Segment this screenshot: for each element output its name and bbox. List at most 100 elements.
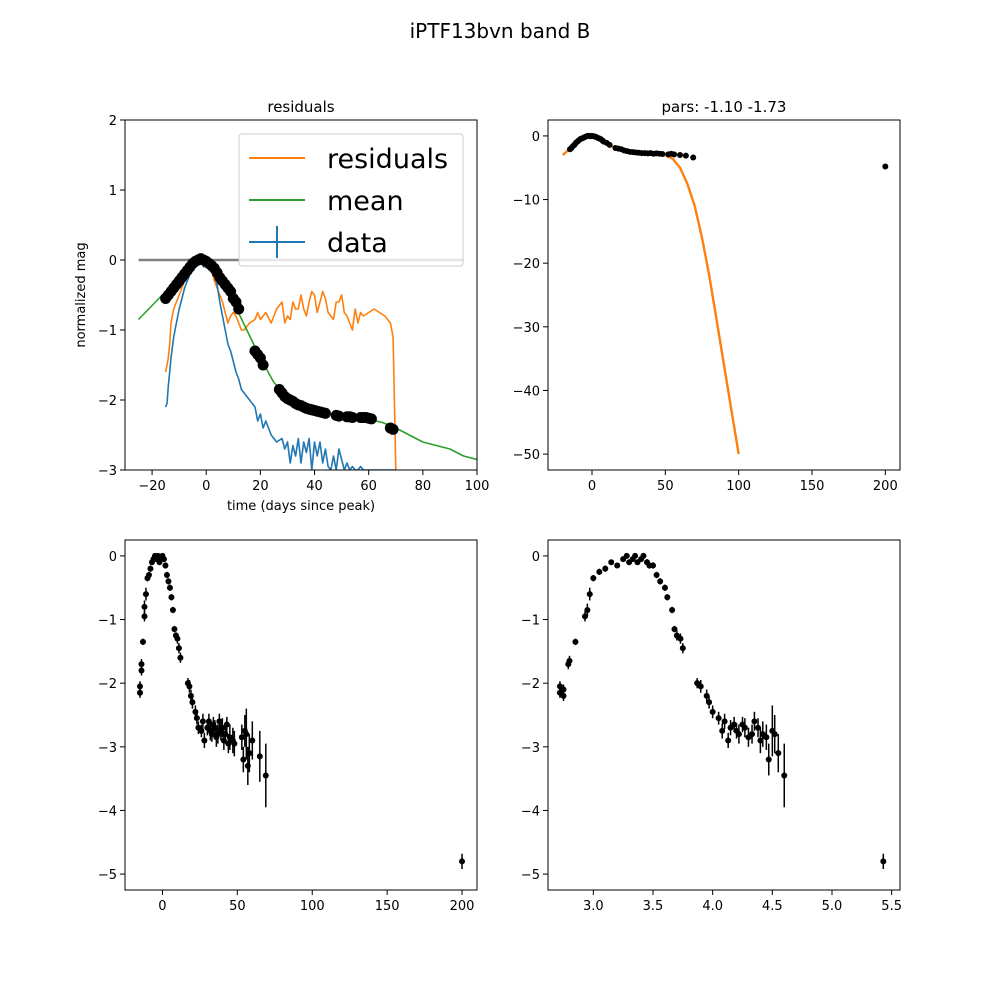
data-point xyxy=(679,645,686,652)
y-tick-label: −2 xyxy=(521,677,540,692)
data-point xyxy=(142,591,149,598)
data-point xyxy=(175,645,182,652)
y-tick-label: −40 xyxy=(513,384,540,399)
data-point xyxy=(596,568,603,575)
data-point xyxy=(189,699,196,706)
data-point xyxy=(219,724,226,731)
y-tick-label: −10 xyxy=(513,194,540,209)
y-tick-label: 1 xyxy=(109,184,117,199)
data-point xyxy=(168,594,175,601)
data-point xyxy=(671,151,678,158)
x-tick-label: 5.5 xyxy=(881,899,902,914)
data-point xyxy=(632,552,639,559)
data-point xyxy=(186,683,193,690)
data-point xyxy=(749,731,756,738)
data-point xyxy=(608,559,615,566)
data-point xyxy=(387,423,399,435)
data-point xyxy=(602,565,609,572)
data-point xyxy=(169,607,176,613)
x-tick-label: 3.5 xyxy=(643,899,664,914)
data-point xyxy=(160,556,167,563)
y-tick-label: −5 xyxy=(521,868,540,883)
data-point xyxy=(193,715,200,722)
x-tick-label: 20 xyxy=(252,479,269,494)
data-point xyxy=(671,626,678,633)
y-tick-label: 2 xyxy=(109,114,117,129)
panel-4: 3.0 3.5 4.0 4.5 5.0 5.5 −5 −4 −3 −2 −1 0 xyxy=(521,539,902,914)
data-point xyxy=(584,607,591,613)
data-point xyxy=(141,603,148,610)
y-tick-label: −3 xyxy=(521,741,540,756)
data-point xyxy=(238,734,245,741)
y-tick-label: −4 xyxy=(98,804,117,819)
data-point xyxy=(697,683,704,690)
data-point xyxy=(249,737,256,744)
data-point xyxy=(586,591,593,598)
legend-entry-mean: mean xyxy=(249,186,404,217)
data-point xyxy=(731,721,738,728)
x-tick-label: 200 xyxy=(450,899,475,914)
plot-area xyxy=(136,552,466,869)
y-tick-label: −2 xyxy=(98,394,117,409)
data-point xyxy=(231,740,238,747)
plot-area xyxy=(137,253,477,470)
data-point xyxy=(755,724,762,731)
panel-1: −20 0 20 40 60 80 100 −3 −2 −1 0 1 2 residuals time (d… xyxy=(74,98,489,514)
data-point xyxy=(246,750,253,757)
axes-frame xyxy=(547,539,901,891)
data-point xyxy=(715,715,722,722)
y-tick-label: −2 xyxy=(98,677,117,692)
panel-3: 0 50 100 150 200 −5 −4 −3 −2 −1 0 xyxy=(98,539,478,914)
x-tick-label: 50 xyxy=(657,479,674,494)
data-point xyxy=(677,635,684,642)
data-point xyxy=(657,578,664,585)
data-point xyxy=(664,594,671,601)
x-tick-label: 60 xyxy=(360,479,377,494)
legend: residuals mean data xyxy=(238,133,464,267)
data-point xyxy=(141,613,148,620)
data-point xyxy=(572,638,579,645)
data-point xyxy=(566,657,573,664)
data-point xyxy=(233,303,245,315)
legend-entry-residuals: residuals xyxy=(249,144,448,175)
data-point xyxy=(709,708,716,715)
y-tick-label: 0 xyxy=(109,254,117,269)
data-point xyxy=(771,731,778,738)
data-point xyxy=(719,727,726,734)
y-tick-label: 0 xyxy=(532,130,540,145)
data-point xyxy=(690,154,697,161)
data-point xyxy=(136,689,143,696)
x-tick-label: 150 xyxy=(800,479,825,494)
data-point xyxy=(623,552,630,559)
data-point xyxy=(880,858,887,865)
x-tick-label: 0 xyxy=(158,899,166,914)
data-point xyxy=(165,578,172,585)
data-point xyxy=(459,858,466,865)
y-tick-label: −5 xyxy=(98,868,117,883)
data-point xyxy=(682,152,689,159)
data-point xyxy=(775,750,782,757)
x-tick-label: 0 xyxy=(588,479,596,494)
legend-label: residuals xyxy=(327,144,448,175)
data-point xyxy=(240,756,247,763)
x-tick-label: 80 xyxy=(415,479,432,494)
data-point xyxy=(606,141,613,148)
data-point xyxy=(198,727,205,734)
data-point xyxy=(751,718,758,725)
y-tick-label: −30 xyxy=(513,321,540,336)
data-point xyxy=(614,562,621,569)
data-point xyxy=(257,359,269,371)
data-point xyxy=(262,772,269,779)
data-point xyxy=(703,692,710,699)
data-point xyxy=(174,635,181,642)
data-point xyxy=(781,772,788,779)
data-point xyxy=(201,737,208,744)
data-point xyxy=(162,562,169,569)
x-tick-label: 100 xyxy=(726,479,751,494)
data-point xyxy=(163,572,170,578)
data-point xyxy=(659,151,666,158)
figure-title: iPTF13bvn band B xyxy=(410,19,591,43)
y-tick-label: −3 xyxy=(98,464,117,479)
x-tick-label: 5.0 xyxy=(822,899,843,914)
